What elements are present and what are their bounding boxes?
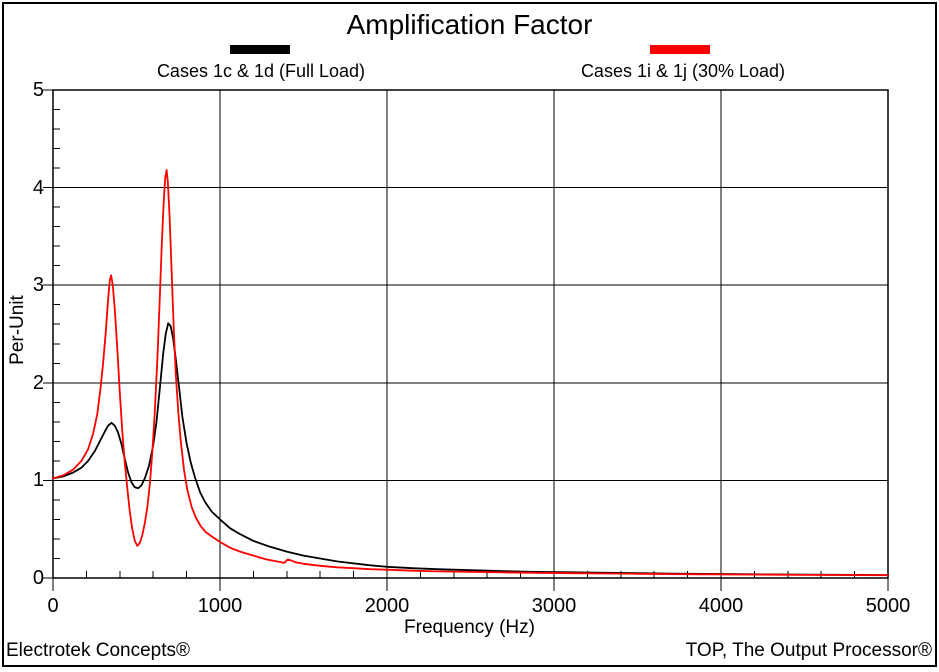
legend-label-30pct-load: Cases 1i & 1j (30% Load) [580,61,786,81]
y-tick-label: 1 [32,469,44,492]
y-tick-label: 0 [32,567,44,589]
x-tick-label: 1000 [197,595,243,617]
series-line-30pct-load [52,169,889,577]
x-tick-label: 0 [47,595,59,617]
x-tick-label: 3000 [531,595,577,617]
legend-swatch-full-load [230,45,290,54]
chart-title: Amplification Factor [346,9,593,40]
series-line-full-load [52,322,889,576]
plot-area [43,89,889,591]
y-tick-label: 3 [32,274,44,297]
x-tick-label: 2000 [364,595,410,617]
y-tick-label: 2 [32,371,44,394]
footer-electrotek: Electrotek Concepts® [6,640,191,661]
footer-top-processor: TOP, The Output Processor® [685,640,932,661]
plot-border [52,89,889,579]
y-axis-label: Per-Unit [7,295,28,365]
x-axis-label: Frequency (Hz) [404,617,535,638]
legend-swatch-30pct-load [650,45,710,54]
y-tick-label: 5 [32,79,44,101]
legend-label-full-load: Cases 1c & 1d (Full Load) [156,61,366,81]
x-tick-label: 4000 [698,595,744,617]
y-tick-label: 4 [32,176,44,199]
x-tick-label: 5000 [865,595,911,617]
